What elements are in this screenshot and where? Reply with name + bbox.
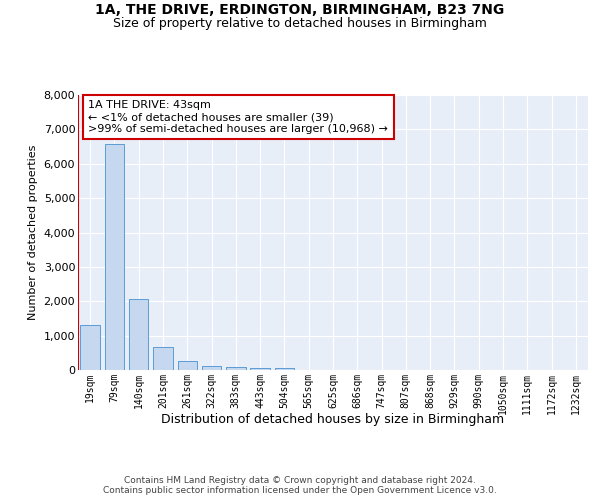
Bar: [226, 366, 245, 370]
Text: Distribution of detached houses by size in Birmingham: Distribution of detached houses by size …: [161, 412, 505, 426]
Y-axis label: Number of detached properties: Number of detached properties: [28, 145, 38, 320]
Text: Contains HM Land Registry data © Crown copyright and database right 2024.
Contai: Contains HM Land Registry data © Crown c…: [103, 476, 497, 495]
Bar: [153, 348, 173, 370]
Bar: [202, 366, 221, 370]
Bar: [250, 368, 270, 370]
Bar: [80, 326, 100, 370]
Bar: [275, 368, 294, 370]
Bar: [129, 298, 148, 370]
Bar: [178, 362, 197, 370]
Text: 1A, THE DRIVE, ERDINGTON, BIRMINGHAM, B23 7NG: 1A, THE DRIVE, ERDINGTON, BIRMINGHAM, B2…: [95, 2, 505, 16]
Bar: [105, 144, 124, 370]
Text: 1A THE DRIVE: 43sqm
← <1% of detached houses are smaller (39)
>99% of semi-detac: 1A THE DRIVE: 43sqm ← <1% of detached ho…: [88, 100, 388, 134]
Text: Size of property relative to detached houses in Birmingham: Size of property relative to detached ho…: [113, 18, 487, 30]
